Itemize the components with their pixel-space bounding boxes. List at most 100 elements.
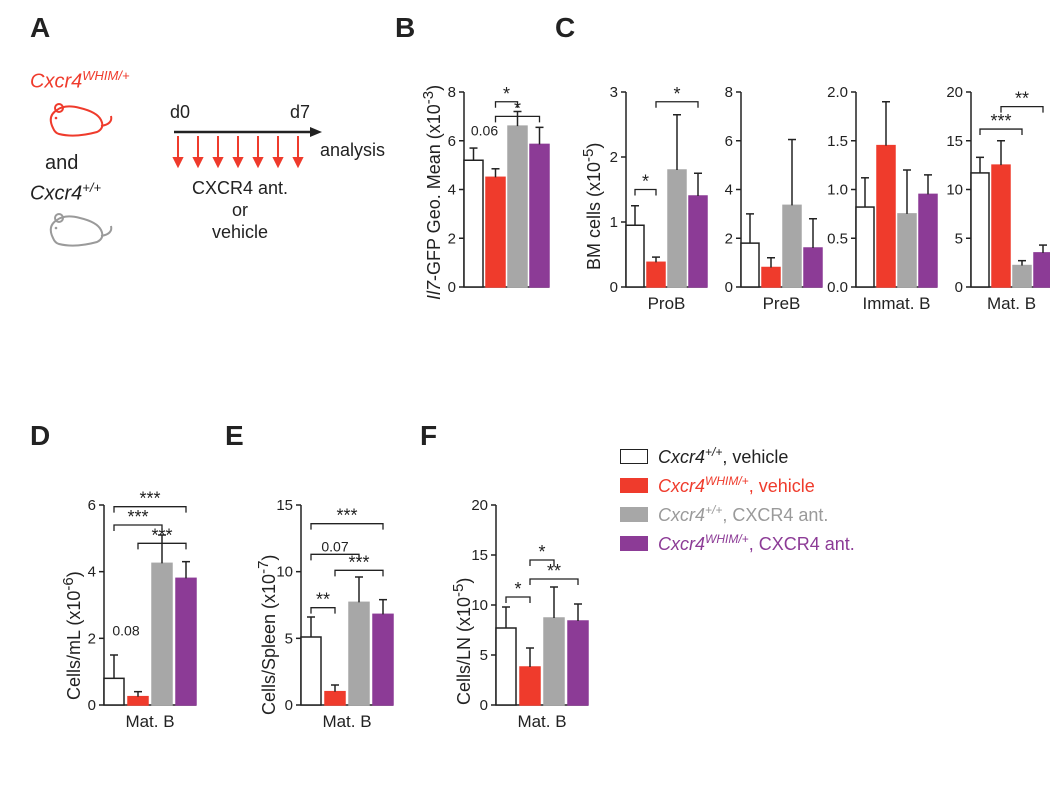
panel-e-chart: 051015**0.07******Mat. B	[275, 450, 385, 710]
svg-text:1: 1	[610, 214, 618, 231]
genotype-whim: Cxcr4WHIM/+	[30, 68, 130, 94]
svg-text:Mat. B: Mat. B	[125, 712, 174, 731]
svg-text:2: 2	[88, 630, 96, 647]
svg-text:*: *	[514, 579, 521, 599]
svg-text:15: 15	[471, 547, 488, 564]
svg-text:ProB: ProB	[648, 294, 686, 313]
d7-label: d7	[290, 102, 310, 123]
panel-c-preb-chart: 02468PreB	[715, 40, 815, 295]
treat-or-label: or	[170, 200, 310, 221]
legend-swatch	[620, 478, 648, 493]
svg-text:5: 5	[285, 630, 293, 647]
svg-text:0.07: 0.07	[321, 538, 348, 554]
svg-text:0: 0	[725, 279, 733, 296]
svg-text:**: **	[316, 590, 330, 610]
svg-text:0.06: 0.06	[471, 122, 498, 138]
svg-text:0: 0	[610, 279, 618, 296]
svg-text:***: ***	[990, 111, 1011, 131]
treat-veh-label: vehicle	[170, 222, 310, 243]
panel-label-c: C	[555, 12, 575, 44]
svg-text:*: *	[673, 84, 680, 104]
panel-e-ylabel: Cells/Spleen (x10-7)	[255, 555, 280, 715]
svg-text:8: 8	[725, 84, 733, 101]
svg-text:6: 6	[725, 133, 733, 150]
legend-swatch	[620, 449, 648, 464]
mouse-icon-whim	[45, 98, 115, 140]
svg-text:4: 4	[88, 564, 96, 581]
analysis-label: analysis	[320, 140, 385, 161]
svg-text:*: *	[538, 542, 545, 562]
svg-text:Mat. B: Mat. B	[517, 712, 566, 731]
panel-b-ylabel: Il7-GFP Geo. Mean (x10-3)	[420, 85, 445, 300]
legend-item-wt_ant: Cxcr4+/+, CXCR4 ant.	[620, 503, 855, 526]
and-label: and	[45, 152, 78, 175]
svg-text:0.5: 0.5	[827, 230, 848, 247]
svg-text:1.5: 1.5	[827, 133, 848, 150]
legend-text: Cxcr4+/+, vehicle	[658, 445, 788, 468]
svg-text:**: **	[547, 561, 561, 581]
legend-swatch	[620, 536, 648, 551]
legend-text: Cxcr4WHIM/+, vehicle	[658, 474, 815, 497]
genotype-wt: Cxcr4+/+	[30, 180, 101, 206]
panel-d-ylabel: Cells/mL (x10-6)	[60, 571, 85, 700]
svg-text:15: 15	[946, 133, 963, 150]
svg-text:Immat. B: Immat. B	[862, 294, 930, 313]
panel-label-e: E	[225, 420, 244, 452]
svg-text:***: ***	[127, 507, 148, 527]
panel-label-b: B	[395, 12, 415, 44]
svg-text:6: 6	[448, 133, 456, 150]
svg-text:4: 4	[725, 182, 733, 199]
svg-text:***: ***	[139, 489, 160, 509]
svg-text:2: 2	[448, 230, 456, 247]
svg-text:***: ***	[151, 525, 172, 545]
svg-text:*: *	[503, 84, 510, 104]
svg-text:0: 0	[480, 697, 488, 714]
panel-c-prob-chart: 0123**ProB	[600, 40, 700, 295]
panel-f-chart: 05101520****Mat. B	[470, 450, 580, 710]
svg-text:0.08: 0.08	[112, 622, 139, 638]
panel-f-ylabel: Cells/LN (x10-5)	[450, 578, 475, 705]
svg-text:**: **	[1015, 89, 1029, 109]
svg-text:2: 2	[610, 149, 618, 166]
svg-text:2: 2	[725, 230, 733, 247]
panel-a-diagram: Cxcr4WHIM/+ and Cxcr4+/+ d0 d7	[30, 60, 385, 280]
svg-text:0: 0	[955, 279, 963, 296]
legend-text: Cxcr4WHIM/+, CXCR4 ant.	[658, 532, 855, 555]
svg-text:PreB: PreB	[763, 294, 801, 313]
panel-label-d: D	[30, 420, 50, 452]
legend: Cxcr4+/+, vehicle Cxcr4WHIM/+, vehicle Cxc…	[620, 445, 855, 561]
panel-c-matb-chart: 05101520*****Mat. B	[945, 40, 1045, 295]
legend-swatch	[620, 507, 648, 522]
svg-text:0.0: 0.0	[827, 279, 848, 296]
svg-text:***: ***	[336, 506, 357, 526]
panel-label-a: A	[30, 12, 50, 44]
svg-text:5: 5	[955, 230, 963, 247]
mouse-icon-wt	[45, 208, 115, 250]
legend-item-whim_ant: Cxcr4WHIM/+, CXCR4 ant.	[620, 532, 855, 555]
svg-text:2.0: 2.0	[827, 84, 848, 101]
d0-label: d0	[170, 102, 190, 123]
legend-item-whim_veh: Cxcr4WHIM/+, vehicle	[620, 474, 855, 497]
svg-text:3: 3	[610, 84, 618, 101]
legend-text: Cxcr4+/+, CXCR4 ant.	[658, 503, 828, 526]
svg-text:Mat. B: Mat. B	[987, 294, 1036, 313]
treat-ant-label: CXCR4 ant.	[170, 178, 310, 199]
svg-text:10: 10	[946, 182, 963, 199]
svg-text:6: 6	[88, 497, 96, 514]
legend-item-wt_veh: Cxcr4+/+, vehicle	[620, 445, 855, 468]
svg-text:15: 15	[276, 497, 293, 514]
panel-c-immatb-chart: 0.00.51.01.52.0Immat. B	[830, 40, 930, 295]
panel-b-chart: 0 2 4 6 8 0.06 **	[440, 40, 545, 295]
svg-text:0: 0	[285, 697, 293, 714]
svg-text:0: 0	[448, 279, 456, 296]
panel-d-chart: 02460.08*********Mat. B	[80, 450, 190, 710]
svg-text:4: 4	[448, 182, 456, 199]
svg-text:***: ***	[348, 552, 369, 572]
svg-text:20: 20	[946, 84, 963, 101]
panel-label-f: F	[420, 420, 437, 452]
svg-text:*: *	[514, 98, 521, 118]
svg-text:8: 8	[448, 84, 456, 101]
svg-text:*: *	[642, 172, 649, 192]
svg-text:Mat. B: Mat. B	[322, 712, 371, 731]
svg-text:1.0: 1.0	[827, 182, 848, 199]
